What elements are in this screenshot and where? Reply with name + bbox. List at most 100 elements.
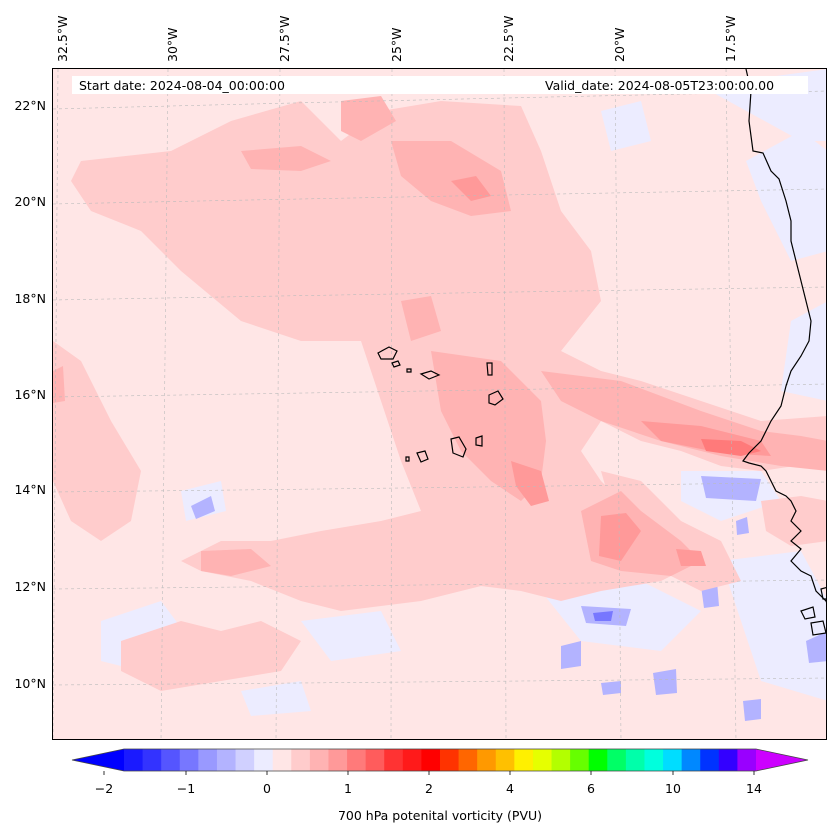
lon-label-17-5w: 17.5°W	[723, 15, 738, 62]
colorbar-segment	[124, 749, 144, 771]
pv-maximum	[676, 549, 706, 566]
lon-label-30w: 30°W	[165, 27, 180, 62]
colorbar-segment	[142, 749, 162, 771]
pv-maximum	[701, 439, 761, 456]
colorbar-tick-label: −2	[94, 781, 114, 796]
lon-label-20w: 20°W	[612, 27, 627, 62]
lon-label-25w: 25°W	[389, 27, 404, 62]
colorbar-segment	[700, 749, 720, 771]
pv-negative-core	[736, 517, 749, 535]
pv-negative-patch	[721, 551, 826, 701]
island-maio	[475, 435, 483, 447]
pv-negative-patch	[746, 131, 826, 261]
colorbar-segment	[179, 749, 199, 771]
colorbar-segment	[718, 749, 738, 771]
colorbar-segment	[365, 749, 385, 771]
island-santiago	[450, 436, 467, 458]
colorbar-tick-label: 6	[587, 781, 595, 796]
colorbar-segment	[384, 749, 404, 771]
pv-negative-core	[191, 496, 215, 519]
colorbar-segment	[514, 749, 534, 771]
pv-strong-core	[201, 549, 271, 576]
pv-negative-core	[601, 681, 621, 695]
colorbar-tick-label: 1	[344, 781, 352, 796]
colorbar-segment	[477, 749, 497, 771]
colorbar-segment	[737, 749, 757, 771]
pv-maximum	[599, 513, 641, 561]
colorbar-segment	[532, 749, 553, 771]
lat-label-10n: 10°N	[14, 676, 46, 691]
valid-date-label: Valid_date: 2024-08-05T23:00:00.00	[545, 78, 775, 93]
pv-positive-region	[601, 471, 741, 591]
pv-maximum	[451, 176, 491, 201]
pv-negative-core	[593, 611, 613, 621]
lat-label-20n: 20°N	[14, 194, 46, 209]
colorbar-segment	[235, 749, 255, 771]
island-sao-nicolau	[419, 370, 441, 380]
info-box	[72, 76, 808, 94]
colorbar-segment	[347, 749, 367, 771]
colorbar-segment	[291, 749, 311, 771]
lat-label-22n: 22°N	[14, 98, 46, 113]
colorbar-segment	[272, 749, 292, 771]
colorbar-segment	[644, 749, 664, 771]
lat-label-16n: 16°N	[14, 387, 46, 402]
lon-label-32-5w: 32.5°W	[55, 15, 70, 62]
colorbar-tick-label: 14	[746, 781, 762, 796]
colorbar-segment	[421, 749, 441, 771]
colorbar-segment	[681, 749, 701, 771]
colorbar-outline	[71, 748, 809, 772]
start-date-label: Start date: 2024-08-04_00:00:00	[79, 78, 285, 93]
colorbar-segment	[309, 749, 329, 771]
colorbar-segment	[458, 749, 478, 771]
pv-strong-core	[241, 146, 331, 171]
colorbar-segment	[216, 749, 237, 771]
island-santo-antao	[377, 346, 398, 360]
colorbar-segment	[570, 749, 590, 771]
colorbar-segment	[625, 749, 645, 771]
coastal-islands	[800, 586, 826, 636]
colorbar-segment	[198, 749, 218, 771]
island-brava	[405, 456, 410, 462]
colorbar-segment	[588, 749, 608, 771]
lon-label-27-5w: 27.5°W	[277, 15, 292, 62]
island-sal	[486, 362, 493, 376]
colorbar-extend-min	[72, 749, 124, 771]
lat-label-14n: 14°N	[14, 482, 46, 497]
island-boa-vista	[488, 390, 504, 406]
colorbar-segment	[161, 749, 181, 771]
colorbar-segment	[607, 749, 627, 771]
coastline	[742, 69, 826, 603]
colorbar-segment	[328, 749, 348, 771]
pv-negative-core	[653, 669, 677, 695]
pv-negative-core	[806, 631, 826, 663]
colorbar-extend-max	[756, 749, 808, 771]
pv-maximum	[511, 461, 549, 506]
pv-negative-core	[743, 699, 761, 721]
colorbar-segment	[254, 749, 274, 771]
colorbar-title: 700 hPa potenital vorticity (PVU)	[337, 808, 543, 823]
colorbar-segment	[402, 749, 422, 771]
colorbar-segment	[495, 749, 515, 771]
colorbar-tick-label: 4	[506, 781, 514, 796]
pv-negative-core	[701, 476, 761, 501]
colorbar-tick-label: 2	[425, 781, 433, 796]
pv-strong-core	[341, 96, 396, 141]
pv-positive-region	[761, 496, 826, 546]
pv-positive-region	[53, 341, 141, 541]
pv-negative-core	[561, 641, 581, 669]
colorbar-tick-label: 0	[263, 781, 271, 796]
pv-strong-core	[53, 366, 65, 403]
pv-field-map	[53, 69, 826, 739]
pv-positive-region	[121, 621, 301, 691]
lon-label-22-5w: 22.5°W	[501, 15, 516, 62]
map-panel[interactable]	[52, 68, 827, 740]
island-sao-vicente	[391, 360, 401, 368]
colorbar-segment	[551, 749, 571, 771]
pv-strong-core	[401, 296, 441, 341]
graticule	[53, 69, 826, 739]
pv-negative-patch	[601, 101, 651, 151]
lat-label-18n: 18°N	[14, 291, 46, 306]
colorbar-tick-label: 10	[665, 781, 681, 796]
colorbar-segment	[663, 749, 683, 771]
